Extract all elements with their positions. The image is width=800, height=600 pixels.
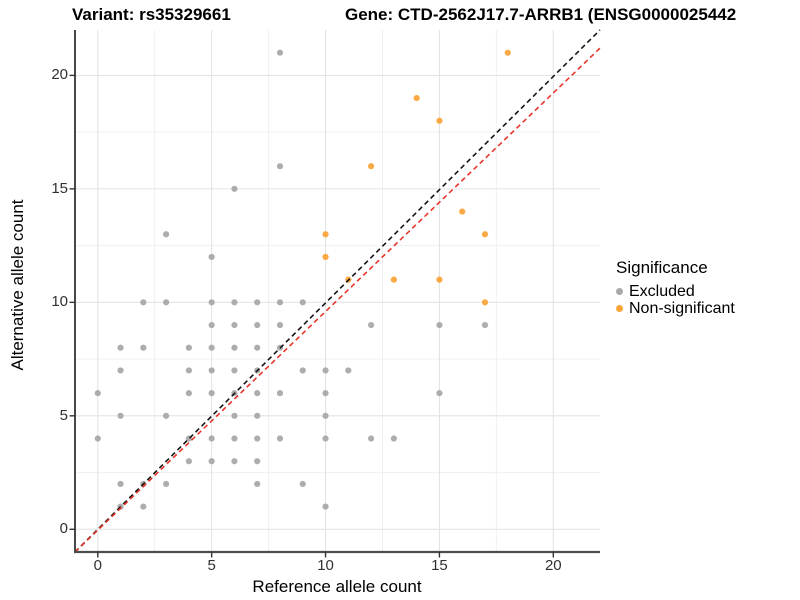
data-point-excluded [208, 344, 215, 351]
data-point-excluded [276, 163, 284, 170]
data-point-non-significant [459, 208, 466, 215]
non-significant-dot-icon [616, 305, 623, 312]
legend-item-non-significant: Non-significant [616, 300, 735, 317]
data-point-excluded [276, 390, 284, 397]
y-tick-label: 15 [51, 179, 68, 197]
data-point-excluded [345, 367, 352, 374]
data-point-excluded [117, 367, 124, 374]
y-tick-label: 10 [51, 293, 68, 311]
data-point-excluded [436, 390, 443, 397]
data-point-excluded [208, 435, 215, 442]
data-point-excluded [299, 299, 306, 306]
data-point-excluded [163, 412, 170, 419]
data-point-excluded [117, 480, 124, 488]
legend-item-label: Excluded [629, 283, 695, 300]
data-point-excluded [322, 503, 329, 510]
data-point-excluded [367, 435, 375, 442]
data-point-excluded [117, 412, 124, 419]
data-point-excluded [94, 435, 101, 442]
data-point-excluded [276, 435, 284, 442]
data-point-excluded [367, 321, 375, 329]
data-point-excluded [276, 49, 284, 56]
data-point-excluded [322, 412, 329, 419]
fit-line [74, 47, 601, 553]
y-tick-label: 0 [59, 520, 68, 538]
y-axis-title: Alternative allele count [8, 199, 27, 371]
data-point-excluded [254, 458, 261, 465]
legend-item-excluded: Excluded [616, 283, 735, 300]
data-point-excluded [231, 185, 238, 192]
excluded-dot-icon [616, 288, 623, 295]
data-point-excluded [254, 344, 261, 351]
data-point-excluded [117, 344, 124, 351]
data-point-excluded [185, 344, 192, 351]
data-point-non-significant [322, 253, 329, 261]
data-point-excluded [322, 367, 329, 374]
data-point-excluded [299, 480, 306, 488]
data-point-excluded [231, 458, 238, 465]
identity-line [74, 29, 601, 553]
data-point-excluded [140, 503, 147, 510]
x-tick-label: 15 [431, 557, 448, 574]
x-axis-title: Reference allele count [252, 577, 422, 596]
data-point-excluded [231, 321, 238, 329]
data-point-excluded [208, 299, 215, 306]
data-point-excluded [231, 367, 238, 374]
x-tick-label: 20 [544, 557, 562, 574]
legend-title: Significance [616, 258, 708, 277]
data-point-excluded [185, 390, 192, 397]
data-point-excluded [254, 321, 261, 329]
data-point-excluded [185, 458, 192, 465]
data-point-excluded [254, 412, 261, 419]
data-point-non-significant [481, 231, 489, 238]
data-point-excluded [208, 253, 215, 261]
data-point-excluded [163, 231, 170, 238]
x-tick-label: 0 [93, 557, 102, 574]
data-point-excluded [390, 435, 397, 442]
data-point-non-significant [481, 299, 489, 306]
data-point-excluded [231, 344, 238, 351]
data-point-excluded [94, 390, 101, 397]
data-point-excluded [254, 299, 261, 306]
gene-title: Gene: CTD-2562J17.7-ARRB1 (ENSG000002544… [345, 5, 737, 24]
data-point-excluded [254, 480, 261, 488]
data-point-excluded [436, 321, 443, 329]
data-point-excluded [231, 435, 238, 442]
data-point-non-significant [322, 231, 329, 238]
data-point-excluded [481, 321, 489, 329]
data-point-excluded [231, 412, 238, 419]
y-tick-label: 5 [59, 406, 68, 424]
data-point-excluded [322, 435, 329, 442]
x-tick-label: 10 [317, 557, 334, 574]
legend: Significance Excluded Non-significant [616, 258, 735, 317]
data-point-non-significant [413, 94, 420, 102]
data-point-excluded [208, 367, 215, 374]
x-tick-label: 5 [207, 557, 216, 574]
data-point-non-significant [390, 276, 397, 283]
data-point-excluded [140, 299, 147, 306]
data-point-excluded [163, 480, 170, 488]
data-point-non-significant [436, 117, 443, 124]
data-point-excluded [185, 367, 192, 374]
data-point-excluded [276, 321, 284, 329]
legend-item-label: Non-significant [629, 300, 735, 317]
data-point-excluded [163, 299, 170, 306]
data-point-excluded [231, 299, 238, 306]
data-point-excluded [208, 458, 215, 465]
data-point-excluded [254, 435, 261, 442]
variant-title: Variant: rs35329661 [72, 5, 231, 24]
data-point-non-significant [436, 276, 443, 283]
data-point-excluded [322, 390, 329, 397]
data-point-non-significant [504, 49, 511, 56]
data-point-non-significant [367, 163, 375, 170]
data-point-excluded [276, 299, 284, 306]
data-point-excluded [208, 321, 215, 329]
data-point-excluded [254, 390, 261, 397]
data-point-excluded [299, 367, 306, 374]
data-point-excluded [208, 390, 215, 397]
y-tick-label: 20 [51, 66, 68, 84]
data-point-excluded [140, 344, 147, 351]
